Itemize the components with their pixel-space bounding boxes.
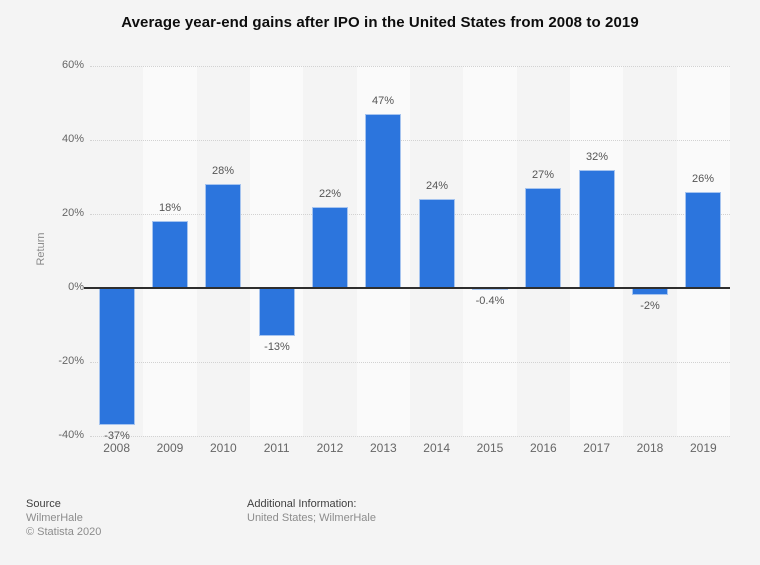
- x-tick-label: 2012: [316, 441, 344, 455]
- gridline: [90, 362, 730, 363]
- gridline: [90, 436, 730, 437]
- additional-info-block: Additional Information: United States; W…: [247, 497, 376, 525]
- bar-value-label: 18%: [158, 202, 182, 214]
- additional-info-heading: Additional Information:: [247, 498, 357, 510]
- x-tick-label: 2013: [369, 441, 397, 455]
- x-tick-label: 2008: [103, 441, 130, 455]
- bar-value-label: -0.4%: [475, 295, 505, 307]
- bar-value-label: -13%: [264, 341, 290, 353]
- x-tick-label: 2016: [529, 441, 557, 455]
- y-tick-label: 60%: [61, 59, 84, 71]
- x-tick-label: 2011: [263, 441, 290, 455]
- bar-2013: [365, 114, 401, 288]
- bar-value-label: -37%: [104, 430, 130, 442]
- bar-2009: [152, 221, 188, 288]
- bar-value-label: 47%: [371, 95, 395, 107]
- source-name: WilmerHale: [26, 512, 83, 524]
- copyright-notice: © Statista 2020: [26, 526, 102, 538]
- y-tick-label: 40%: [61, 133, 84, 145]
- bar-2019: [685, 192, 721, 288]
- bar-2018: [632, 288, 668, 295]
- x-tick-label: 2009: [156, 441, 184, 455]
- x-tick-label: 2019: [689, 441, 717, 455]
- bar-value-label: 27%: [531, 169, 555, 181]
- bar-value-label: 24%: [425, 180, 449, 192]
- x-tick-label: 2010: [209, 441, 237, 455]
- x-tick-label: 2017: [583, 441, 610, 455]
- source-heading: Source: [26, 498, 61, 510]
- gridline: [90, 214, 730, 215]
- bar-value-label: 22%: [318, 188, 342, 200]
- y-tick-label: -40%: [58, 429, 84, 441]
- y-tick-label: -20%: [58, 355, 84, 367]
- zero-axis-line: [84, 287, 730, 289]
- y-tick-label: 0%: [68, 281, 84, 293]
- bar-2014: [419, 199, 455, 288]
- chart-title: Average year-end gains after IPO in the …: [121, 14, 639, 31]
- bar-value-label: 28%: [211, 165, 235, 177]
- bar-value-label: -2%: [640, 300, 660, 312]
- bar-2017: [579, 170, 615, 288]
- x-tick-label: 2014: [423, 441, 450, 455]
- bar-value-label: 26%: [691, 173, 715, 185]
- source-block: Source WilmerHale © Statista 2020: [26, 497, 101, 539]
- gridline: [90, 66, 730, 67]
- bar-2010: [205, 184, 241, 288]
- additional-info-text: United States; WilmerHale: [247, 512, 376, 524]
- bar-2008: [99, 288, 135, 425]
- bar-2012: [312, 207, 348, 288]
- y-tick-label: 20%: [61, 207, 84, 219]
- bar-2011: [259, 288, 295, 336]
- y-axis-title: Return: [35, 232, 47, 266]
- bar-2016: [525, 188, 561, 288]
- gridline: [90, 140, 730, 141]
- bar-value-label: 32%: [585, 151, 609, 163]
- x-tick-label: 2018: [636, 441, 664, 455]
- category-stripe: [250, 66, 304, 436]
- category-stripe: [463, 66, 517, 436]
- x-tick-label: 2015: [476, 441, 504, 455]
